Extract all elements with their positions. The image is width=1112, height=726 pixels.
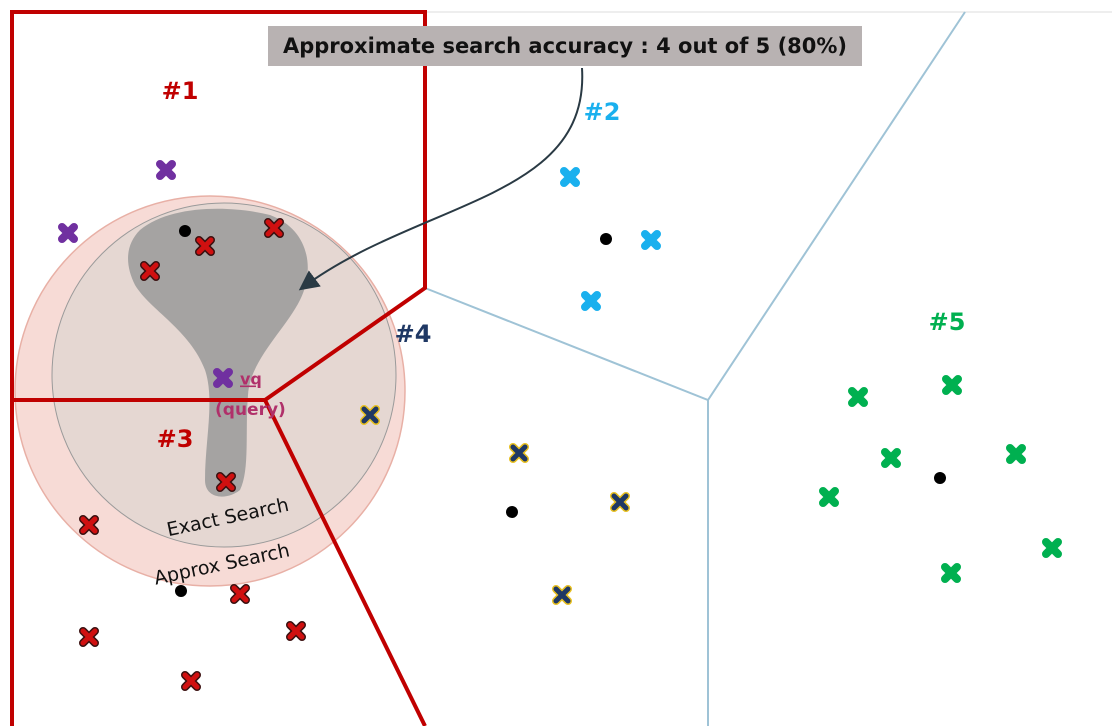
point — [585, 295, 597, 307]
point — [614, 496, 626, 508]
point — [268, 222, 280, 234]
cluster-label: #4 — [395, 320, 432, 348]
centroid — [600, 233, 612, 245]
arrow — [298, 67, 584, 291]
cluster-label: #2 — [584, 98, 621, 126]
point — [220, 476, 232, 488]
point — [946, 379, 958, 391]
point — [564, 171, 576, 183]
centroid — [506, 506, 518, 518]
point — [852, 391, 864, 403]
search-blob — [128, 208, 308, 497]
point — [160, 164, 172, 176]
point — [556, 589, 568, 601]
cell-boundary-red — [10, 10, 427, 726]
point — [83, 519, 95, 531]
point — [364, 409, 376, 421]
point — [217, 372, 229, 384]
centroid — [934, 472, 946, 484]
point — [513, 447, 525, 459]
banner-box — [268, 26, 862, 66]
point — [645, 234, 657, 246]
query-name: vq — [240, 370, 262, 389]
point — [62, 227, 74, 239]
centroid — [179, 225, 191, 237]
point — [1010, 448, 1022, 460]
centroids — [175, 225, 946, 597]
cell-boundary-red — [263, 399, 427, 726]
point — [885, 452, 897, 464]
cluster-label: #5 — [929, 308, 966, 336]
point — [199, 240, 211, 252]
point — [185, 675, 197, 687]
point — [234, 588, 246, 600]
query-label: (query) — [215, 400, 286, 420]
point — [945, 567, 957, 579]
point — [823, 491, 835, 503]
cluster-label: #1 — [162, 77, 199, 105]
banner: Approximate search accuracy : 4 out of 5… — [283, 34, 847, 58]
point — [1046, 542, 1058, 554]
point — [83, 631, 95, 643]
cluster-label: #3 — [157, 425, 194, 453]
point — [290, 625, 302, 637]
cell-boundary — [424, 11, 966, 726]
centroid — [175, 585, 187, 597]
point — [144, 265, 156, 277]
